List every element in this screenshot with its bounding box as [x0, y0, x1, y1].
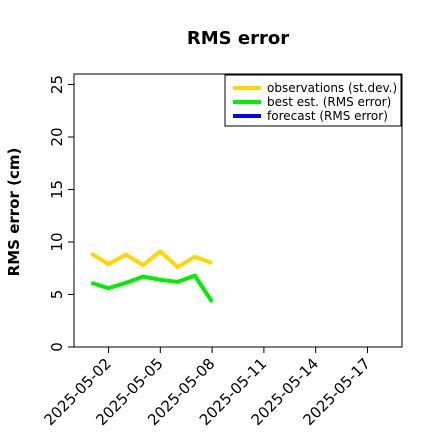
y-tick-label: 5	[48, 290, 66, 300]
y-tick-label: 15	[48, 180, 66, 199]
y-tick-label: 20	[48, 127, 66, 146]
legend-label-0: observations (st.dev.)	[267, 81, 397, 95]
y-tick-label: 0	[48, 342, 66, 352]
series-line-0	[90, 249, 213, 270]
x-axis: 2025-05-022025-05-052025-05-082025-05-11…	[41, 347, 374, 429]
y-tick-label: 10	[48, 232, 66, 251]
y-axis-label: RMS error (cm)	[5, 148, 23, 277]
legend-label-2: forecast (RMS error)	[267, 109, 388, 123]
y-axis: 0 5 10 15 20 25	[48, 75, 74, 352]
series-lines	[90, 249, 214, 303]
chart-title: RMS error	[187, 28, 289, 49]
series-line-1	[90, 273, 214, 303]
legend: observations (st.dev.)best est. (RMS err…	[224, 74, 402, 127]
y-tick-label: 25	[48, 75, 66, 94]
plot-area	[73, 73, 403, 348]
legend-label-1: best est. (RMS error)	[267, 95, 391, 109]
